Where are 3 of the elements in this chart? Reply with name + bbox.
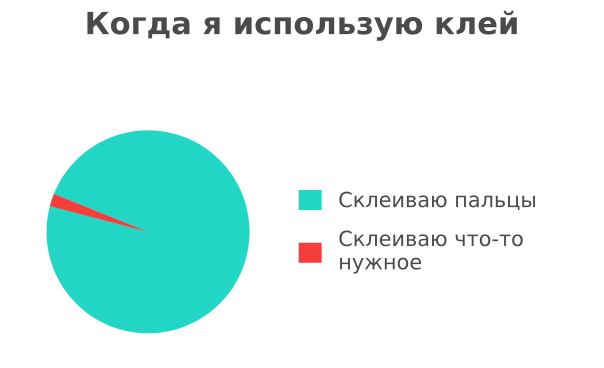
legend-label: Склеиваю пальцы — [339, 192, 535, 210]
legend-label: Склеиваю что-то нужное — [339, 230, 523, 274]
chart-title: Когда я использую клей — [87, 10, 517, 41]
